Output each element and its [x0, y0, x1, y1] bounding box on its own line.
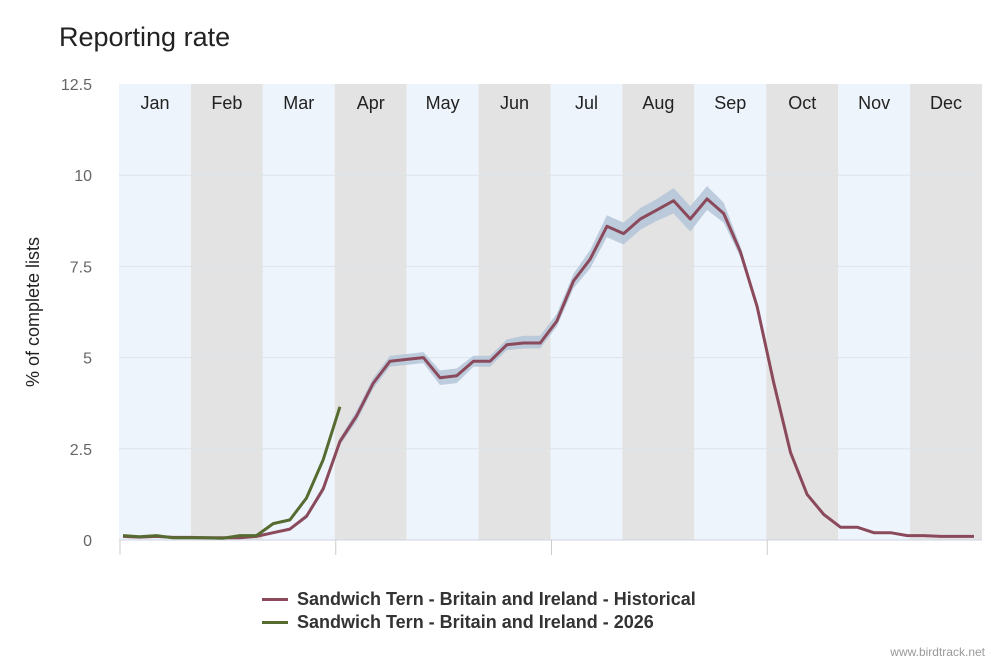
series-line-2026: [122, 406, 342, 540]
month-band-mar: [262, 84, 335, 540]
month-label-oct: Oct: [788, 93, 816, 113]
month-label-jun: Jun: [500, 93, 529, 113]
month-label-sep: Sep: [714, 93, 746, 113]
legend-label-historical: Sandwich Tern - Britain and Ireland - Hi…: [297, 589, 696, 609]
month-band-dec: [910, 84, 982, 540]
credit-link[interactable]: www.birdtrack.net: [890, 645, 985, 659]
month-band-aug: [622, 84, 695, 540]
y-axis-label: % of complete lists: [23, 237, 43, 387]
legend-item-2026[interactable]: Sandwich Tern - Britain and Ireland - 20…: [262, 611, 696, 634]
y-tick-label: 0: [83, 533, 92, 550]
y-tick-label: 10: [74, 168, 92, 185]
y-tick-label: 12.5: [61, 77, 92, 94]
month-band-sep: [694, 84, 767, 540]
month-label-dec: Dec: [930, 93, 962, 113]
series-line-historical: [122, 197, 974, 540]
month-label-nov: Nov: [858, 93, 890, 113]
month-label-mar: Mar: [283, 93, 314, 113]
legend-swatch-2026: [262, 621, 288, 624]
y-tick-label: 2.5: [70, 442, 92, 459]
legend-swatch-historical: [262, 598, 288, 601]
month-bands: [119, 84, 982, 540]
legend-item-historical[interactable]: Sandwich Tern - Britain and Ireland - Hi…: [262, 588, 696, 611]
gridlines: [119, 174, 982, 450]
month-band-nov: [838, 84, 911, 540]
month-band-jun: [478, 84, 551, 540]
month-label-aug: Aug: [642, 93, 674, 113]
month-band-oct: [766, 84, 839, 540]
y-tick-label: 7.5: [70, 259, 92, 276]
y-axis-ticks: 0 2.5 5 7.5 10 12.5: [61, 77, 92, 550]
month-band-jan: [119, 84, 191, 540]
chart-title: Reporting rate: [59, 22, 231, 52]
legend-label-2026: Sandwich Tern - Britain and Ireland - 20…: [297, 612, 654, 632]
month-band-apr: [334, 84, 407, 540]
month-band-may: [406, 84, 479, 540]
month-label-may: May: [426, 93, 460, 113]
x-axis: [119, 539, 982, 555]
month-label-feb: Feb: [211, 93, 242, 113]
y-tick-label: 5: [83, 351, 92, 368]
month-labels: Jan Feb Mar Apr May Jun Jul Aug Sep Oct Nov Dec: [140, 93, 962, 113]
month-band-feb: [190, 84, 263, 540]
month-label-jul: Jul: [575, 93, 598, 113]
month-label-jan: Jan: [140, 93, 169, 113]
month-label-apr: Apr: [357, 93, 385, 113]
legend: Sandwich Tern - Britain and Ireland - Hi…: [262, 588, 696, 634]
